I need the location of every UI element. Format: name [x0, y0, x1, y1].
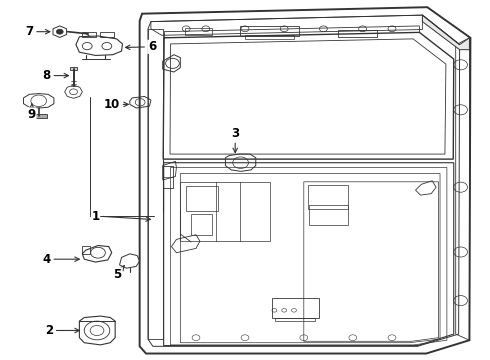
Bar: [100, 32, 114, 37]
Text: 3: 3: [231, 127, 239, 153]
Bar: [338, 30, 377, 37]
Bar: [186, 186, 218, 211]
Text: 4: 4: [43, 253, 79, 266]
Text: 9: 9: [28, 104, 36, 121]
Bar: [272, 298, 319, 318]
Bar: [191, 214, 212, 235]
Text: 2: 2: [45, 324, 79, 337]
Bar: [31, 114, 47, 118]
Bar: [245, 35, 294, 39]
Bar: [82, 32, 96, 37]
Text: 8: 8: [43, 69, 69, 82]
Polygon shape: [422, 15, 469, 50]
Bar: [308, 185, 348, 209]
Text: 6: 6: [125, 40, 156, 53]
Text: 5: 5: [114, 266, 124, 281]
Text: 10: 10: [103, 98, 128, 111]
Text: 1: 1: [92, 210, 150, 222]
Bar: [82, 246, 90, 254]
Bar: [309, 205, 348, 225]
Bar: [163, 166, 173, 188]
Text: 7: 7: [25, 25, 50, 38]
Bar: [275, 318, 315, 321]
Circle shape: [56, 29, 63, 34]
Bar: [185, 28, 212, 35]
Bar: [240, 26, 299, 36]
Bar: [70, 67, 77, 70]
